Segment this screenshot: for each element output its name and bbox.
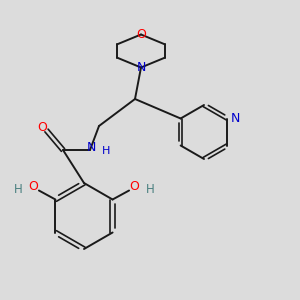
Text: H: H	[146, 182, 154, 196]
Text: H: H	[14, 182, 22, 196]
Text: N: N	[87, 141, 96, 154]
Text: N: N	[231, 112, 240, 125]
Text: O: O	[130, 180, 140, 194]
Text: O: O	[28, 180, 38, 194]
Text: N: N	[136, 61, 146, 74]
Text: H: H	[101, 146, 110, 156]
Text: O: O	[38, 121, 47, 134]
Text: O: O	[136, 28, 146, 41]
